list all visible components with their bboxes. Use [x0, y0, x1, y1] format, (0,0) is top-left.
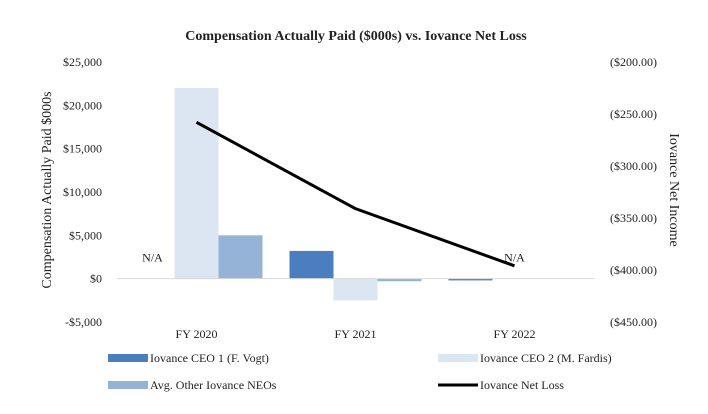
legend-label: Iovance CEO 1 (F. Vogt)	[150, 351, 269, 365]
legend-item: Iovance Net Loss	[438, 378, 564, 392]
legend-swatch	[108, 381, 148, 389]
bar	[333, 278, 378, 301]
y2-tick-label: ($250.00)	[610, 107, 657, 121]
legend-item: Avg. Other Iovance NEOs	[108, 378, 277, 392]
y2-tick-label: ($350.00)	[610, 211, 657, 225]
na-annotation: N/A	[504, 251, 525, 265]
category-label: FY 2021	[335, 327, 377, 341]
y-tick-label: $20,000	[63, 98, 102, 112]
bar	[218, 235, 263, 279]
legend-label: Iovance Net Loss	[480, 378, 564, 392]
category-label: FY 2022	[494, 327, 536, 341]
y2-tick-label: ($400.00)	[610, 263, 657, 277]
legend-swatch	[108, 354, 148, 362]
y-tick-label: $0	[90, 272, 102, 286]
legend-swatch	[438, 354, 478, 362]
net-loss-line	[195, 121, 516, 268]
legend-label: Avg. Other Iovance NEOs	[150, 378, 277, 392]
legend: Iovance CEO 1 (F. Vogt) Iovance CEO 2 (M.…	[108, 351, 612, 392]
y-axis-label: Compensation Actually Paid $000s	[40, 91, 55, 288]
chart-title: Compensation Actually Paid ($000s) vs. I…	[185, 29, 527, 44]
y2-tick-label: ($450.00)	[610, 315, 657, 329]
plot-area: $25,000 $20,000 $15,000 $10,000 $5,000 $0 -$5,…	[63, 55, 657, 341]
y-tick-label: $5,000	[69, 228, 102, 242]
category-label: FY 2020	[176, 327, 218, 341]
y-tick-label: $25,000	[63, 55, 102, 69]
legend-label: Iovance CEO 2 (M. Fardis)	[480, 351, 612, 365]
y-tick-label: $15,000	[63, 142, 102, 156]
y-tick-label: -$5,000	[65, 315, 102, 329]
legend-item: Iovance CEO 1 (F. Vogt)	[108, 351, 269, 365]
bar	[174, 88, 219, 279]
y-tick-label: $10,000	[63, 185, 102, 199]
na-annotation: N/A	[142, 251, 163, 265]
bar	[377, 278, 422, 282]
legend-item: Iovance CEO 2 (M. Fardis)	[438, 351, 612, 365]
y2-tick-label: ($300.00)	[610, 159, 657, 173]
bar	[289, 250, 334, 279]
bar	[448, 278, 493, 281]
y2-tick-label: ($200.00)	[610, 55, 657, 69]
y2-axis-label: Iovance Net Income	[666, 133, 681, 247]
